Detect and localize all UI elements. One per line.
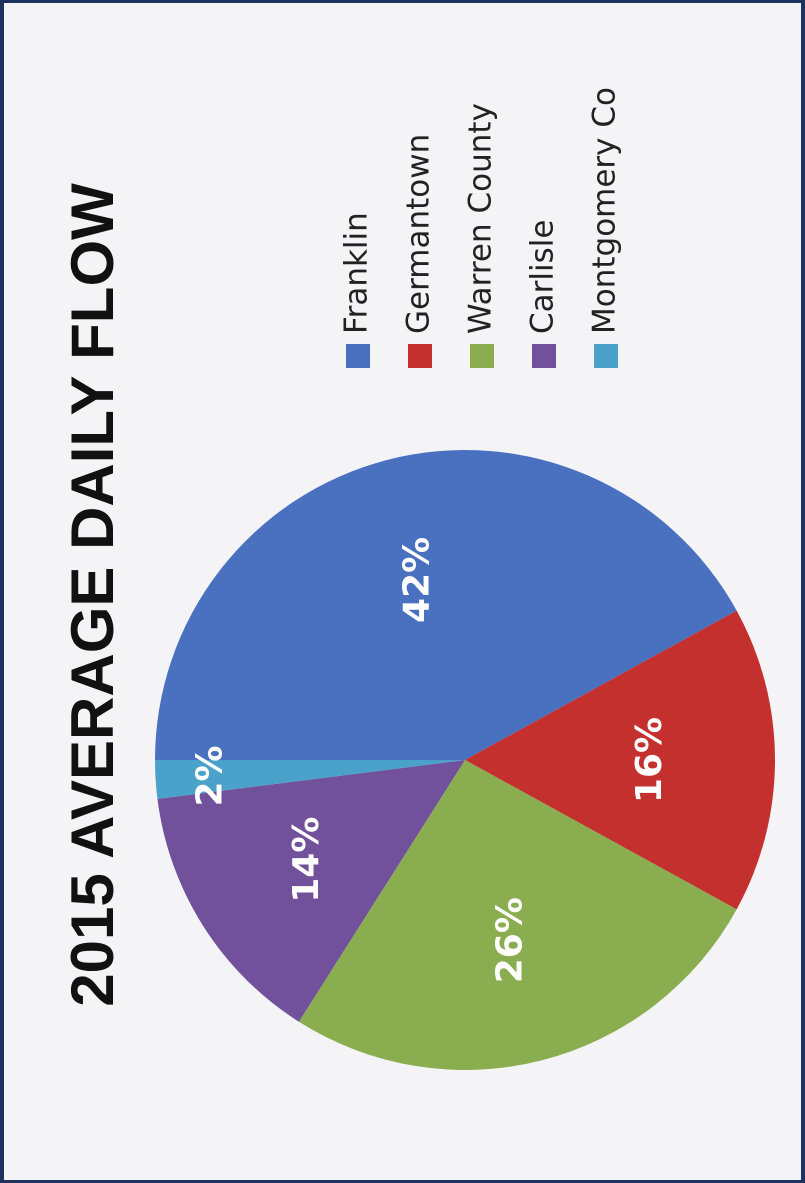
- chart-title: 2015 AVERAGE DAILY FLOW: [59, 183, 126, 1007]
- pie-slice: [157, 760, 465, 1022]
- legend-label: Carlisle: [525, 220, 561, 334]
- legend-swatch: [532, 344, 556, 368]
- pie-slice: [298, 760, 737, 1070]
- pie-slice: [465, 610, 776, 910]
- data-label: 26%: [489, 897, 530, 983]
- data-label: 42%: [397, 537, 438, 623]
- legend-swatch: [594, 344, 618, 368]
- legend-label: Montgomery Co: [587, 87, 623, 334]
- data-label: 2%: [189, 745, 230, 806]
- pie-slice: [155, 450, 737, 760]
- pie-slice: [155, 760, 465, 799]
- legend-swatch: [470, 344, 494, 368]
- data-label: 16%: [629, 717, 670, 803]
- legend-label: Germantown: [401, 134, 437, 334]
- legend-swatch: [346, 344, 370, 368]
- legend-label: Franklin: [339, 212, 375, 334]
- legend-label: Warren County: [463, 103, 499, 334]
- data-label: 14%: [286, 817, 327, 903]
- rotated-chart: 2015 AVERAGE DAILY FLOW 42% 16% 26% 14% 2% Fr…: [59, 87, 776, 1070]
- legend-swatch: [408, 344, 432, 368]
